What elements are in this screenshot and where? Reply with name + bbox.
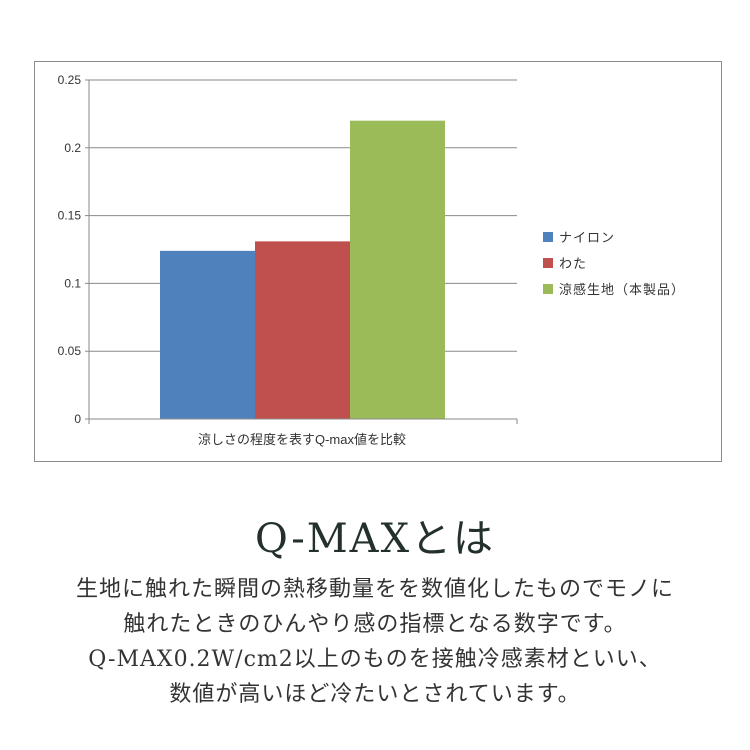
y-tick-label: 0.1 xyxy=(64,276,81,290)
y-tick-label: 0.05 xyxy=(58,344,82,358)
y-tick-label: 0.25 xyxy=(58,73,82,87)
section-heading: Q-MAXとは xyxy=(254,516,496,562)
axes: 0 0.05 0.1 0.15 0.2 0.25 xyxy=(58,73,518,426)
y-tick-label: 0.2 xyxy=(64,141,81,155)
description-line: 触れたときのひんやり感の指標となる数字です。 xyxy=(123,612,627,637)
y-tick-label: 0 xyxy=(74,412,81,426)
description-line: 数値が高いほど冷たいとされています。 xyxy=(169,682,581,707)
legend-label: 涼感生地（本製品） xyxy=(559,282,685,297)
bar-2 xyxy=(255,241,350,419)
description-line: Q-MAX0.2W/cm2以上のものを接触冷感素材といい、 xyxy=(88,647,662,672)
legend-swatch xyxy=(543,258,553,268)
chart-frame: 0 0.05 0.1 0.15 0.2 0.25 ナイロンわた涼感生地（本製品） 涼しさの… xyxy=(34,61,722,462)
bars xyxy=(160,120,445,420)
x-axis-label: 涼しさの程度を表すQ-max値を比較 xyxy=(198,432,406,447)
y-tick-label: 0.15 xyxy=(58,209,82,223)
legend-swatch xyxy=(543,232,553,242)
legend-label: わた xyxy=(559,256,587,271)
description-text: 生地に触れた瞬間の熱移動量をを数値化したものでモノに 触れたときのひんやり感の指… xyxy=(20,572,730,712)
bar-1 xyxy=(160,250,255,419)
bar-3 xyxy=(350,120,445,420)
description-line: 生地に触れた瞬間の熱移動量をを数値化したものでモノに xyxy=(75,577,674,602)
legend-swatch xyxy=(543,284,553,294)
legend-label: ナイロン xyxy=(559,230,615,245)
